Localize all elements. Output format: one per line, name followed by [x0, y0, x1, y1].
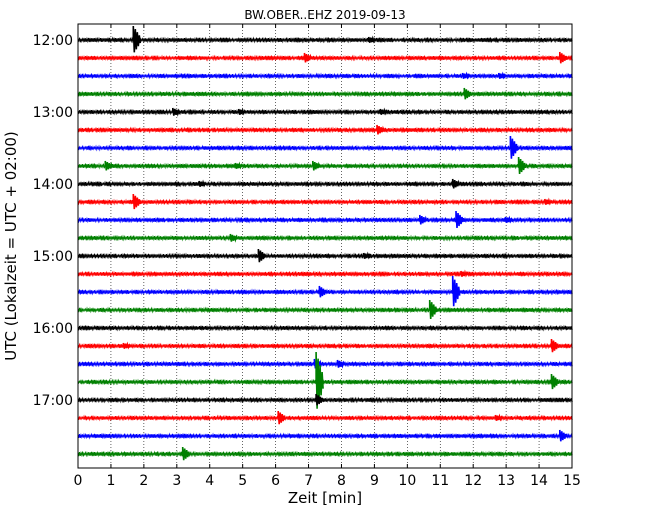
y-tick-label: 12:00	[33, 33, 73, 49]
seismic-event	[315, 393, 324, 406]
trace-row	[77, 90, 573, 98]
trace-row	[77, 126, 573, 134]
seismic-event	[122, 341, 132, 350]
seismic-event	[544, 197, 553, 206]
seismic-event	[550, 373, 560, 390]
seismic-event	[336, 359, 346, 369]
seismic-event	[234, 161, 244, 170]
x-tick-label: 15	[563, 473, 581, 489]
x-tick-label: 7	[304, 473, 313, 489]
seismic-event	[172, 107, 181, 117]
trace-row	[77, 198, 573, 206]
seismic-event	[132, 25, 142, 53]
y-tick-label: 17:00	[33, 393, 73, 409]
seismic-event	[229, 233, 239, 243]
y-tick-label: 15:00	[33, 249, 73, 265]
seismic-event	[509, 135, 519, 159]
x-tick-label: 0	[74, 473, 83, 489]
trace-rows	[77, 36, 573, 458]
plot-frame	[77, 23, 573, 469]
seismic-event	[451, 178, 461, 189]
x-tick-label: 1	[106, 473, 115, 489]
y-ticks: 12:00 13:00 14:00 15:00 16:00 17:00	[33, 33, 572, 409]
seismic-event	[494, 413, 504, 422]
trace-row	[77, 450, 573, 458]
seismic-event	[498, 71, 507, 80]
x-tick-label: 11	[431, 473, 449, 489]
seismic-event	[379, 107, 388, 116]
x-tick-label: 8	[337, 473, 346, 489]
seismic-event	[181, 446, 191, 461]
seismic-event	[277, 410, 286, 425]
x-tick-label: 13	[497, 473, 515, 489]
seismic-event	[318, 285, 328, 298]
trace-row	[77, 378, 573, 386]
trace-row	[77, 180, 573, 188]
trace-row	[77, 234, 573, 242]
x-tick-label: 2	[139, 473, 148, 489]
trace-row	[77, 342, 573, 350]
x-tick-label: 14	[530, 473, 548, 489]
trace-row	[77, 414, 573, 422]
x-tick-label: 9	[370, 473, 379, 489]
trace-row	[77, 162, 573, 170]
chart-title: BW.OBER..EHZ 2019-09-13	[244, 8, 405, 22]
trace-row	[77, 216, 573, 224]
seismic-event	[460, 269, 469, 278]
trace-row	[77, 396, 573, 404]
x-axis-label: Zeit [min]	[288, 489, 362, 507]
y-tick-label: 16:00	[33, 321, 73, 337]
x-tick-label: 12	[464, 473, 482, 489]
seismic-event	[198, 179, 207, 188]
seismic-event	[504, 215, 514, 224]
x-tick-label: 10	[398, 473, 416, 489]
seismic-event	[559, 51, 568, 64]
seismic-event	[368, 35, 377, 44]
trace-row	[77, 144, 573, 152]
seismic-event	[132, 193, 142, 210]
trace-row	[77, 306, 573, 314]
seismic-event	[237, 107, 247, 116]
seismic-event	[312, 160, 321, 171]
trace-row	[77, 252, 573, 260]
trace-row	[77, 360, 573, 368]
x-tick-label: 3	[172, 473, 181, 489]
trace-row	[77, 72, 573, 80]
seismic-event	[455, 210, 464, 229]
seismic-event	[463, 87, 473, 100]
seismic-event	[517, 156, 527, 175]
trace-row	[77, 54, 573, 62]
seismic-event	[376, 124, 385, 135]
trace-row	[77, 108, 573, 116]
seismic-event	[257, 248, 267, 263]
seismic-event	[559, 429, 568, 442]
seismic-event	[419, 214, 428, 225]
seismic-event	[303, 52, 313, 63]
y-tick-label: 13:00	[33, 105, 73, 121]
y-axis-label: UTC (Lokalzeit = UTC + 02:00)	[2, 131, 20, 361]
trace-row	[77, 270, 573, 278]
x-tick-label: 6	[271, 473, 280, 489]
x-tick-label: 4	[205, 473, 214, 489]
x-tick-label: 5	[238, 473, 247, 489]
trace-row	[77, 432, 573, 440]
trace-row	[77, 324, 573, 332]
seismic-event	[451, 275, 461, 307]
seismic-event	[104, 160, 114, 171]
seismic-event	[428, 299, 438, 319]
seismic-event	[550, 338, 560, 353]
spike-marks	[104, 25, 568, 461]
seismic-event	[363, 251, 372, 260]
y-tick-label: 14:00	[33, 177, 73, 193]
trace-row	[77, 36, 573, 44]
vertical-grid	[110, 24, 540, 468]
seismic-event	[461, 71, 471, 80]
x-ticks: 0 1 2 3 4 5 6 7 8 9 10 11 12 13 14 15	[74, 24, 581, 489]
